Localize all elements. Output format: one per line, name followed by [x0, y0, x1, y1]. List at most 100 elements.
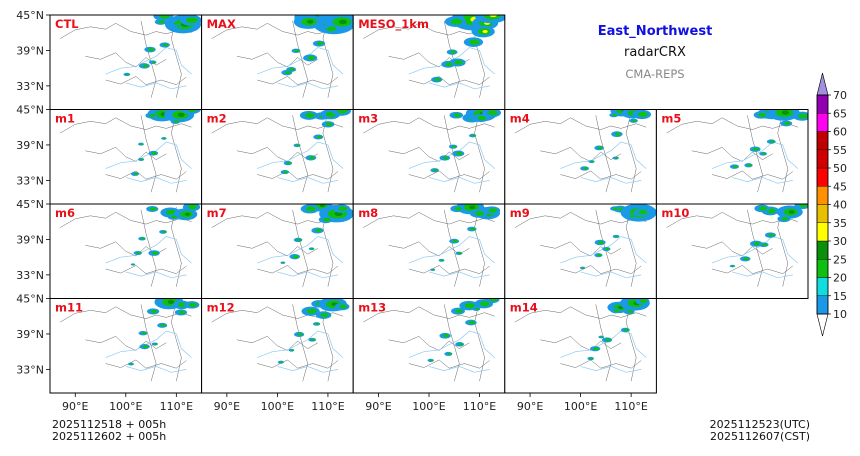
echo-cell-moderate — [337, 109, 348, 114]
lon-tick-label: 110°E — [463, 400, 496, 413]
echo-cell-moderate — [284, 71, 291, 75]
echo-cell-moderate — [305, 112, 315, 118]
echo-cell-moderate — [326, 26, 337, 32]
echo-cell-moderate — [451, 145, 457, 148]
colorbar-max-extension — [816, 72, 829, 96]
panel-label: m12 — [207, 301, 235, 315]
lon-tick-label: 100°E — [261, 400, 294, 413]
panel-m12: m12 — [201, 298, 354, 394]
lon-tick-label: 100°E — [564, 400, 597, 413]
province-border — [257, 359, 339, 369]
province-border — [408, 265, 490, 274]
panel-map — [504, 298, 657, 393]
echo-cell-heavy — [184, 212, 191, 216]
river-line — [105, 330, 192, 358]
province-border — [292, 20, 308, 98]
province-border — [59, 117, 192, 134]
echo-cell-moderate — [629, 214, 635, 218]
panel-m8: m8 — [352, 203, 506, 299]
panel-m11: m11 — [49, 298, 203, 394]
valid-time-utc: 2025112523(UTC) — [709, 418, 810, 431]
echo-cell-moderate — [626, 309, 634, 314]
river-line — [277, 177, 339, 184]
echo-cell-moderate — [613, 309, 620, 313]
province-border — [85, 336, 167, 351]
province-border — [777, 112, 789, 193]
echo-cell-moderate — [141, 331, 147, 335]
province-border — [474, 112, 485, 193]
echo-cell-moderate — [158, 15, 170, 19]
lat-tick-label: 45°N — [16, 198, 44, 211]
echo-cell-moderate — [290, 349, 294, 352]
panel-map — [504, 109, 657, 204]
echo-cell-moderate — [743, 257, 750, 261]
province-border — [236, 336, 318, 351]
echo-cell-moderate — [308, 156, 315, 160]
panel-label: m3 — [358, 112, 378, 126]
lon-tick-label: 110°E — [160, 400, 193, 413]
echo-cell-moderate — [432, 269, 436, 271]
colorbar-bin — [816, 131, 829, 150]
province-border — [666, 117, 798, 134]
panel-label: m8 — [358, 206, 378, 220]
echo-cell-moderate — [297, 333, 303, 336]
river-line — [428, 177, 490, 184]
province-border — [443, 115, 460, 193]
colorbar-tick-label: 45 — [833, 180, 847, 193]
panel-label: m13 — [358, 301, 386, 315]
echo-cell-moderate — [140, 158, 144, 161]
lat-tick-label: 45°N — [16, 293, 44, 306]
panel-m6: m6 — [49, 203, 203, 299]
colorbar-bin — [816, 186, 829, 205]
echo-cell-moderate — [589, 357, 594, 360]
river-line — [277, 82, 339, 90]
echo-cell-moderate — [311, 247, 315, 250]
province-border — [691, 147, 773, 162]
echo-cell-moderate — [130, 363, 134, 365]
echo-cell-moderate — [442, 156, 449, 160]
province-border — [140, 304, 157, 382]
river-line — [257, 330, 344, 358]
echo-cell-moderate — [753, 147, 760, 151]
province-border — [388, 147, 470, 162]
province-border — [59, 23, 192, 39]
panel-map — [656, 204, 809, 299]
echo-cell-moderate — [315, 228, 322, 233]
colorbar-bin — [816, 204, 829, 223]
echo-cell-moderate — [294, 49, 300, 53]
province-border — [105, 76, 187, 85]
panel-m1: m1 — [49, 109, 203, 205]
province-border — [474, 301, 485, 382]
echo-cell-moderate — [283, 170, 289, 174]
province-border — [540, 241, 622, 257]
panel-map — [50, 109, 202, 204]
river-line — [580, 366, 642, 373]
province-border — [540, 336, 622, 351]
colorbar-bin — [816, 277, 829, 296]
echo-cell-moderate — [632, 119, 637, 122]
variable-title: radarCRX — [624, 45, 686, 60]
panel-frame — [655, 203, 809, 299]
valid-time-cst: 2025112607(CST) — [710, 430, 810, 443]
province-border — [514, 306, 647, 323]
system-title: CMA-REPS — [625, 67, 685, 81]
echo-cell-moderate — [612, 113, 618, 117]
province-border — [171, 206, 182, 287]
river-line — [560, 236, 647, 264]
province-border — [691, 241, 773, 257]
province-border — [257, 76, 339, 85]
echo-cell-moderate — [316, 41, 324, 46]
echo-cell-moderate — [638, 210, 648, 215]
river-line — [125, 177, 187, 184]
panel-m13: m13 — [352, 298, 506, 394]
province-border — [625, 206, 637, 287]
panel-map — [201, 204, 354, 299]
echo-cell-moderate — [758, 206, 768, 211]
echo-cell-heavy — [319, 204, 326, 208]
province-border — [85, 147, 167, 162]
echo-cell-heavy — [167, 300, 175, 304]
init-time-block: 2025112518 + 005h 2025112602 + 005h — [52, 419, 166, 443]
panel-m9: m9 — [504, 203, 657, 299]
colorbar-tick-label: 30 — [833, 235, 847, 248]
